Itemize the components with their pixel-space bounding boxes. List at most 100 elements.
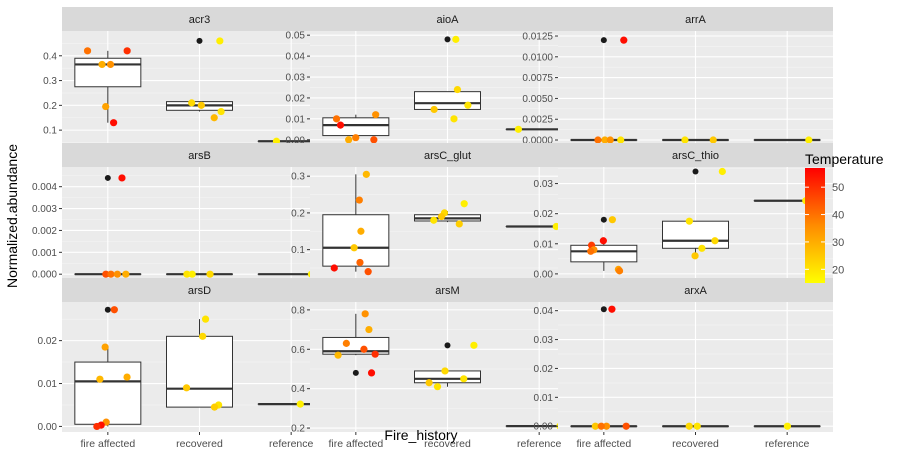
data-point [470,341,478,349]
y-tick-label: 0.004 [32,182,57,193]
box-iqr [322,214,390,267]
facet-strip [310,278,585,302]
legend-colorbar [805,168,825,283]
facet-label: arsM [435,285,459,297]
x-tick-label: fire affected [576,438,631,449]
data-point [83,47,92,55]
data-point [110,306,118,314]
data-point [460,375,468,383]
data-point [107,270,115,278]
data-point [188,99,196,107]
data-point [783,422,792,430]
data-point [183,270,191,278]
data-point [365,325,373,334]
panel-arsc-glut: arsC_glut 0.1 0.2 0.3 [291,143,585,279]
data-point [356,258,364,267]
y-tick-label: 0.03 [286,73,306,84]
panel-arsd: arsD 0.00 0.01 0.02 fire affected recovered re… [38,278,337,449]
data-point [455,220,463,228]
data-point [201,315,210,323]
data-point [372,111,380,119]
data-point [693,422,701,430]
data-point [620,36,628,44]
data-point [370,136,378,144]
y-tick-label: 0.05 [286,31,306,42]
data-point [587,247,595,255]
legend-title: Temperature [805,151,884,167]
y-tick-label: 0.02 [534,364,554,375]
y-tick-label: 0.04 [534,306,554,317]
x-tick-label: reference [765,438,810,449]
data-point [453,85,462,94]
data-point [367,369,376,377]
facet-label: aioA [436,14,459,26]
data-point [805,136,813,144]
data-point [433,383,442,391]
data-point [352,134,360,142]
data-point [709,136,717,144]
temperature-legend: Temperature 20 30 40 50 [805,151,884,283]
box-iqr [322,117,390,137]
y-tick-label: 0.0025 [522,115,553,126]
data-point [362,170,370,178]
box-iqr [570,244,638,263]
y-tick-label: 0.0050 [522,94,553,105]
data-point [357,227,365,235]
data-point [685,422,693,430]
legend-tick-label: 50 [832,182,844,194]
data-point [345,136,353,144]
facet-strip [62,7,337,31]
data-point [199,332,207,340]
x-tick-label: reference [269,438,314,449]
box-iqr [74,361,142,425]
data-point [106,60,115,69]
y-tick-label: 0.0000 [522,136,553,147]
panel-arsc-thio: arsC_thio 0.00 0.01 0.02 0.03 [534,143,833,280]
data-point [96,375,104,383]
y-tick-label: 0.00 [38,422,58,433]
y-axis-title: Normalized.abundance [4,144,20,288]
data-point [98,60,106,69]
data-point [711,237,719,245]
x-tick-label: recovered [672,438,719,449]
data-point [430,105,438,114]
x-tick-label: recovered [424,438,471,449]
y-tick-label: 0.00 [534,269,554,280]
facet-strip [558,143,833,167]
data-point [342,339,350,347]
box-iqr [166,335,233,408]
data-point [441,367,449,375]
data-point [594,136,602,144]
y-tick-label: 0.02 [286,93,306,104]
x-axis-title: Fire_history [384,427,457,443]
data-point [615,267,624,275]
facet-strip [62,278,337,302]
y-tick-label: 0.02 [38,336,58,347]
x-tick-label: recovered [176,438,223,449]
y-tick-label: 0.4 [43,51,57,62]
outlier-point [600,216,607,223]
data-point [430,216,438,224]
y-tick-label: 0.8 [291,305,305,316]
data-point [602,422,611,430]
data-point [464,101,472,109]
facet-label: arsD [188,285,211,297]
y-tick-label: 0.002 [32,226,57,237]
x-tick-label: reference [517,438,562,449]
y-tick-label: 0.2 [291,208,305,219]
y-tick-label: 0.003 [32,204,57,215]
data-point [110,119,118,127]
outlier-point [600,306,607,313]
y-tick-label: 0.01 [534,239,554,250]
facet-strip [62,143,337,167]
outlier-point [444,36,451,43]
data-point [188,270,196,278]
data-point [681,136,689,144]
y-tick-label: 0.01 [38,379,58,390]
data-point [691,252,699,260]
data-point [437,212,446,221]
box-recovered [414,91,481,110]
data-point [210,403,219,411]
box-iqr [414,91,481,110]
box-fire-affected [322,174,390,272]
